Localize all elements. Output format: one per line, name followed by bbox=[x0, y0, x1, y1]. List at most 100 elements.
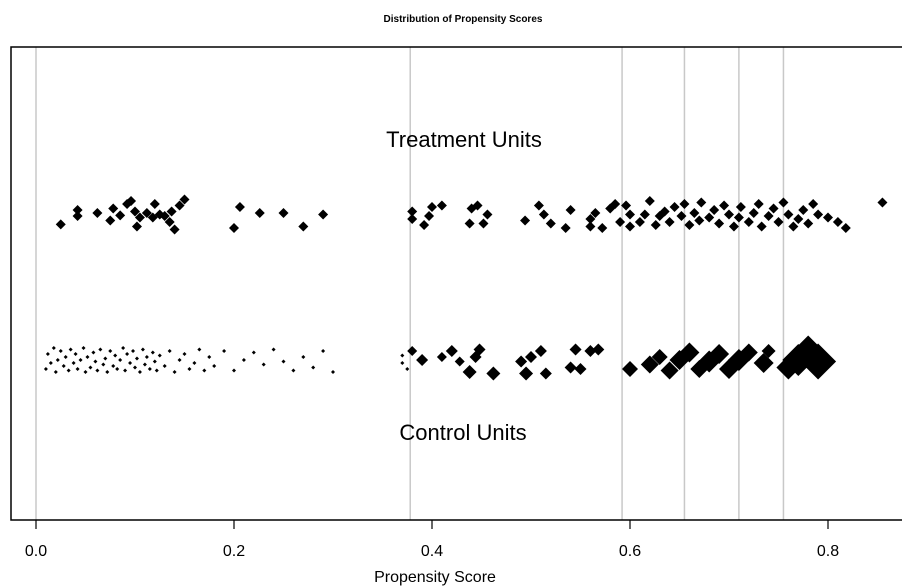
x-axis-label: Propensity Score bbox=[374, 569, 496, 586]
control-point bbox=[660, 361, 679, 380]
control-point bbox=[118, 358, 123, 362]
control-point bbox=[63, 355, 68, 359]
treatment-point bbox=[664, 217, 675, 227]
control-point bbox=[101, 362, 106, 367]
treatment-point bbox=[424, 211, 435, 221]
control-point bbox=[241, 358, 246, 362]
control-point bbox=[187, 367, 192, 371]
control-point bbox=[251, 350, 256, 355]
control-point bbox=[407, 346, 418, 356]
control-point bbox=[113, 353, 118, 358]
subclass-break-lines bbox=[35, 47, 785, 520]
treatment-point bbox=[482, 209, 493, 220]
treatment-point bbox=[659, 206, 670, 217]
treatment-point bbox=[743, 217, 754, 227]
control-point bbox=[301, 355, 306, 359]
control-point bbox=[134, 356, 139, 361]
treatment-point bbox=[748, 208, 759, 218]
control-point bbox=[147, 367, 152, 371]
control-point bbox=[75, 367, 80, 371]
treatment-point bbox=[419, 220, 430, 230]
treatment-point bbox=[714, 218, 725, 229]
control-point bbox=[55, 358, 60, 362]
treatment-point bbox=[709, 205, 720, 215]
treatment-group-label: Treatment Units bbox=[386, 127, 542, 152]
control-point bbox=[71, 361, 76, 365]
treatment-point bbox=[694, 215, 705, 226]
control-point bbox=[445, 345, 458, 357]
control-point bbox=[105, 370, 110, 374]
treatment-point bbox=[756, 221, 767, 232]
control-point bbox=[400, 353, 405, 358]
control-point bbox=[311, 365, 316, 370]
control-point bbox=[78, 358, 83, 362]
control-point bbox=[182, 352, 187, 356]
control-point bbox=[144, 355, 149, 359]
treatment-point bbox=[560, 223, 571, 233]
control-point bbox=[207, 355, 212, 359]
control-point bbox=[416, 354, 429, 366]
control-point bbox=[291, 368, 296, 373]
treatment-point bbox=[639, 209, 650, 220]
treatment-point bbox=[803, 218, 814, 229]
treatment-point bbox=[676, 211, 687, 221]
treatment-point bbox=[407, 206, 418, 217]
control-point bbox=[140, 347, 145, 352]
control-point bbox=[48, 361, 53, 365]
treatment-point bbox=[72, 211, 83, 221]
treatment-point bbox=[585, 214, 596, 224]
control-point bbox=[157, 353, 162, 358]
control-point bbox=[111, 364, 116, 368]
control-point bbox=[123, 368, 128, 373]
treatment-point bbox=[149, 199, 160, 209]
control-point bbox=[222, 349, 227, 353]
control-point bbox=[125, 352, 130, 356]
control-point bbox=[462, 365, 477, 379]
control-point bbox=[232, 368, 236, 373]
control-point bbox=[331, 370, 335, 374]
control-point bbox=[81, 346, 86, 350]
control-point bbox=[53, 370, 58, 374]
control-point bbox=[525, 351, 537, 363]
control-point bbox=[83, 370, 88, 374]
control-point bbox=[88, 365, 93, 370]
treatment-point bbox=[229, 223, 239, 233]
treatment-point bbox=[427, 202, 437, 212]
control-point bbox=[131, 349, 136, 353]
treatment-point bbox=[768, 203, 779, 214]
treatment-points bbox=[55, 194, 888, 235]
treatment-point bbox=[585, 221, 596, 232]
treatment-point bbox=[92, 208, 103, 218]
treatment-point bbox=[823, 212, 833, 223]
control-point bbox=[519, 366, 534, 381]
control-point bbox=[197, 347, 202, 352]
control-point bbox=[515, 355, 528, 368]
treatment-point bbox=[788, 221, 799, 232]
control-point bbox=[172, 370, 177, 374]
control-point bbox=[622, 361, 638, 377]
x-tick-label: 0.8 bbox=[817, 543, 839, 560]
control-point bbox=[454, 356, 465, 367]
control-point bbox=[43, 367, 48, 371]
control-point bbox=[640, 355, 659, 374]
treatment-point bbox=[728, 221, 739, 232]
control-point bbox=[150, 350, 155, 355]
treatment-point bbox=[634, 217, 645, 227]
treatment-point bbox=[565, 205, 576, 215]
treatment-point bbox=[679, 199, 690, 209]
control-point bbox=[192, 361, 197, 365]
control-point bbox=[73, 352, 78, 356]
treatment-point bbox=[533, 200, 544, 211]
control-point bbox=[321, 349, 326, 353]
control-point bbox=[584, 345, 597, 357]
treatment-point bbox=[108, 203, 119, 214]
treatment-point bbox=[179, 194, 190, 205]
x-axis: 0.0 0.2 0.4 0.6 0.8 bbox=[25, 520, 839, 560]
treatment-point bbox=[174, 200, 185, 211]
control-point bbox=[400, 361, 405, 365]
treatment-point bbox=[55, 219, 66, 230]
treatment-point bbox=[436, 200, 447, 211]
control-point bbox=[202, 368, 207, 373]
treatment-point bbox=[793, 214, 804, 224]
control-point bbox=[592, 343, 605, 356]
